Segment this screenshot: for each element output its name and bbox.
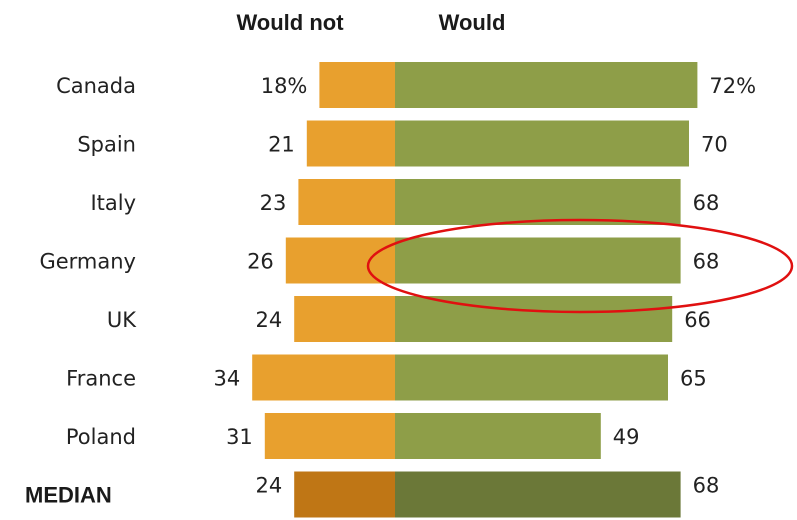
value-label-would-not-spain: 21	[268, 133, 295, 157]
category-label-median: MEDIAN	[25, 483, 112, 508]
value-label-would-poland: 49	[613, 425, 640, 449]
value-label-would-canada: 72%	[709, 74, 756, 98]
chart-rows: Canada 18% 72% Spain 21 70 Italy 23 68 Germany 26 6…	[25, 62, 756, 518]
value-label-would-not-germany: 26	[247, 250, 274, 274]
bar-would-median	[395, 471, 681, 518]
value-label-would-not-italy: 23	[260, 191, 287, 215]
legend-would: Would	[439, 10, 506, 35]
value-label-would-france: 65	[680, 367, 707, 391]
value-label-would-spain: 70	[701, 133, 728, 157]
bar-would-spain	[395, 120, 689, 167]
bar-would-not-poland	[264, 413, 395, 459]
value-label-would-not-france: 34	[213, 367, 240, 391]
category-label-poland: Poland	[66, 425, 136, 449]
bar-would-not-uk	[294, 296, 395, 342]
value-label-would-uk: 66	[684, 308, 711, 332]
category-label-uk: UK	[107, 308, 137, 332]
bar-would-italy	[395, 179, 681, 225]
value-label-would-not-poland: 31	[226, 425, 253, 449]
category-label-italy: Italy	[90, 191, 136, 215]
bar-would-not-italy	[298, 179, 395, 225]
legend-would-not: Would not	[236, 10, 344, 35]
bar-would-poland	[395, 413, 601, 459]
bar-would-not-france	[252, 354, 395, 401]
bar-would-france	[395, 354, 668, 401]
bar-would-not-canada	[319, 62, 395, 108]
bar-would-not-germany	[285, 237, 395, 284]
value-label-would-not-uk: 24	[255, 308, 282, 332]
category-label-canada: Canada	[56, 74, 136, 98]
highlight-ellipse	[366, 218, 794, 314]
value-label-would-germany: 68	[693, 250, 720, 274]
value-label-would-median: 68	[693, 474, 720, 498]
value-label-would-not-canada: 18%	[261, 74, 308, 98]
bar-would-canada	[395, 62, 698, 108]
bar-would-not-spain	[306, 120, 395, 167]
category-label-france: France	[66, 367, 136, 391]
category-label-spain: Spain	[77, 133, 136, 157]
bar-would-uk	[395, 296, 673, 342]
bar-would-germany	[395, 237, 681, 284]
value-label-would-italy: 68	[693, 191, 720, 215]
category-label-germany: Germany	[39, 250, 136, 274]
bar-would-not-median	[294, 471, 395, 518]
value-label-would-not-median: 24	[255, 474, 282, 498]
